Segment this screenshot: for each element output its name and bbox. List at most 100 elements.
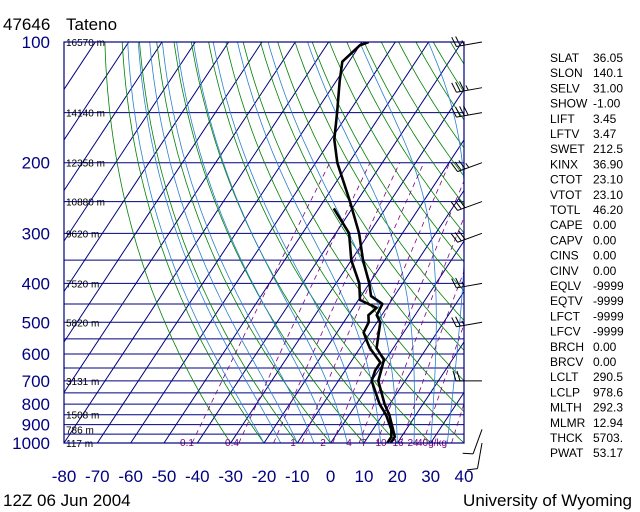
pressure-tick: 400 xyxy=(22,274,50,293)
pressure-tick: 600 xyxy=(22,345,50,364)
footer-source: University of Wyoming xyxy=(463,491,632,510)
wind-barb xyxy=(450,160,483,173)
dry-adiabat xyxy=(242,42,464,413)
dry-adiabat xyxy=(277,42,464,351)
isotherm xyxy=(64,42,263,343)
temperature-tick: -30 xyxy=(218,467,243,486)
index-value: 0.00 xyxy=(593,249,617,263)
wind-barbs xyxy=(450,36,483,471)
pressure-tick: 300 xyxy=(22,224,50,243)
temperature-tick: 0 xyxy=(326,467,335,486)
height-label: 3131 m xyxy=(66,377,99,388)
pressure-tick: 800 xyxy=(22,395,50,414)
index-key: CTOT xyxy=(550,173,583,187)
height-label: 12358 m xyxy=(66,159,105,170)
isotherm xyxy=(64,42,296,394)
isotherm xyxy=(263,139,464,443)
index-value: 290.5 xyxy=(593,370,623,384)
index-key: LCLT xyxy=(550,370,579,384)
isotherm xyxy=(396,341,464,443)
wind-barb xyxy=(462,429,483,455)
temperature-tick: -60 xyxy=(118,467,143,486)
isotherm xyxy=(64,42,330,443)
isotherm xyxy=(64,42,230,293)
index-value: 140.1 xyxy=(593,66,623,80)
moist-adiabat xyxy=(463,440,464,443)
index-key: SLAT xyxy=(550,51,580,65)
index-key: LIFT xyxy=(550,112,575,126)
index-key: CAPV xyxy=(550,233,583,247)
temperature-tick: 10 xyxy=(355,467,374,486)
dry-adiabat xyxy=(104,42,232,443)
index-value: -9999 xyxy=(593,309,624,323)
height-label: 5820 m xyxy=(66,318,99,329)
temperature-tick: -20 xyxy=(252,467,277,486)
dry-adiabat xyxy=(225,42,464,443)
mixing-ratio-line xyxy=(273,162,401,443)
pressure-tick: 500 xyxy=(22,313,50,332)
index-value: 0.00 xyxy=(593,233,617,247)
index-value: 3.45 xyxy=(593,112,617,126)
index-key: SWET xyxy=(550,142,585,156)
index-value: -9999 xyxy=(593,325,624,339)
temperature-tick: -50 xyxy=(152,467,177,486)
temperature-tick: -10 xyxy=(285,467,310,486)
index-key: MLTH xyxy=(550,401,582,415)
height-label: 1508 m xyxy=(66,411,99,422)
index-value: 3.47 xyxy=(593,127,617,141)
index-key: BRCV xyxy=(550,355,583,369)
index-value: 46.20 xyxy=(593,203,623,217)
index-key: VTOT xyxy=(550,188,582,202)
moist-adiabat xyxy=(237,42,382,443)
dry-adiabat xyxy=(139,42,298,443)
dry-adiabat xyxy=(363,42,464,206)
index-key: PWAT xyxy=(550,446,584,460)
isotherm xyxy=(96,42,363,443)
plot-frame xyxy=(63,41,465,444)
dry-adiabat xyxy=(346,42,464,234)
index-value: -1.00 xyxy=(593,97,621,111)
temperature-tick: 20 xyxy=(388,467,407,486)
moist-adiabat xyxy=(127,42,265,443)
temperature-tick: -80 xyxy=(52,467,77,486)
wind-barb xyxy=(451,316,483,328)
moist-adiabat xyxy=(212,42,365,443)
wind-barb xyxy=(450,230,483,243)
pressure-tick: 100 xyxy=(22,33,50,52)
height-label: 14140 m xyxy=(66,109,105,120)
dry-adiabat xyxy=(190,42,398,443)
dry-adiabat xyxy=(173,42,365,443)
station-name: Tateno xyxy=(66,15,117,34)
index-key: EQTV xyxy=(550,294,583,308)
dry-adiabat xyxy=(156,42,331,443)
index-key: SLON xyxy=(550,66,583,80)
isotherm xyxy=(330,240,464,443)
index-key: LCLP xyxy=(550,385,580,399)
moist-adiabat xyxy=(161,42,315,443)
temperature-axis: -80 -70 -60 -50 -40 -30 -20 -10 0 10 20 30 40 xyxy=(52,467,474,486)
index-value: 12.94 xyxy=(593,416,623,430)
mixing-ratio-line xyxy=(238,162,371,443)
mixing-ratio-line xyxy=(422,323,464,443)
index-value: 36.05 xyxy=(593,51,623,65)
mixing-ratio-line xyxy=(376,216,464,443)
moist-adiabat xyxy=(267,42,398,443)
height-label: 7520 m xyxy=(66,279,99,290)
moist-adiabat xyxy=(192,42,348,443)
mixing-ratio-line xyxy=(191,162,331,443)
pressure-tick: 900 xyxy=(22,416,50,435)
dry-adiabat xyxy=(329,42,464,263)
index-value: 53.17 xyxy=(593,446,623,460)
wind-barb xyxy=(451,81,483,93)
index-value: 978.6 xyxy=(593,385,623,399)
wind-barb xyxy=(451,36,483,48)
index-key: KINX xyxy=(550,157,578,171)
dry-adiabat xyxy=(260,42,464,382)
index-value: 23.10 xyxy=(593,188,623,202)
index-key: LFCV xyxy=(550,325,581,339)
index-value: 292.3 xyxy=(593,401,623,415)
moist-adiabat xyxy=(137,42,282,443)
height-label: 9620 m xyxy=(66,229,99,240)
mixing-ratio-line xyxy=(301,162,425,443)
index-value: 0.00 xyxy=(593,264,617,278)
